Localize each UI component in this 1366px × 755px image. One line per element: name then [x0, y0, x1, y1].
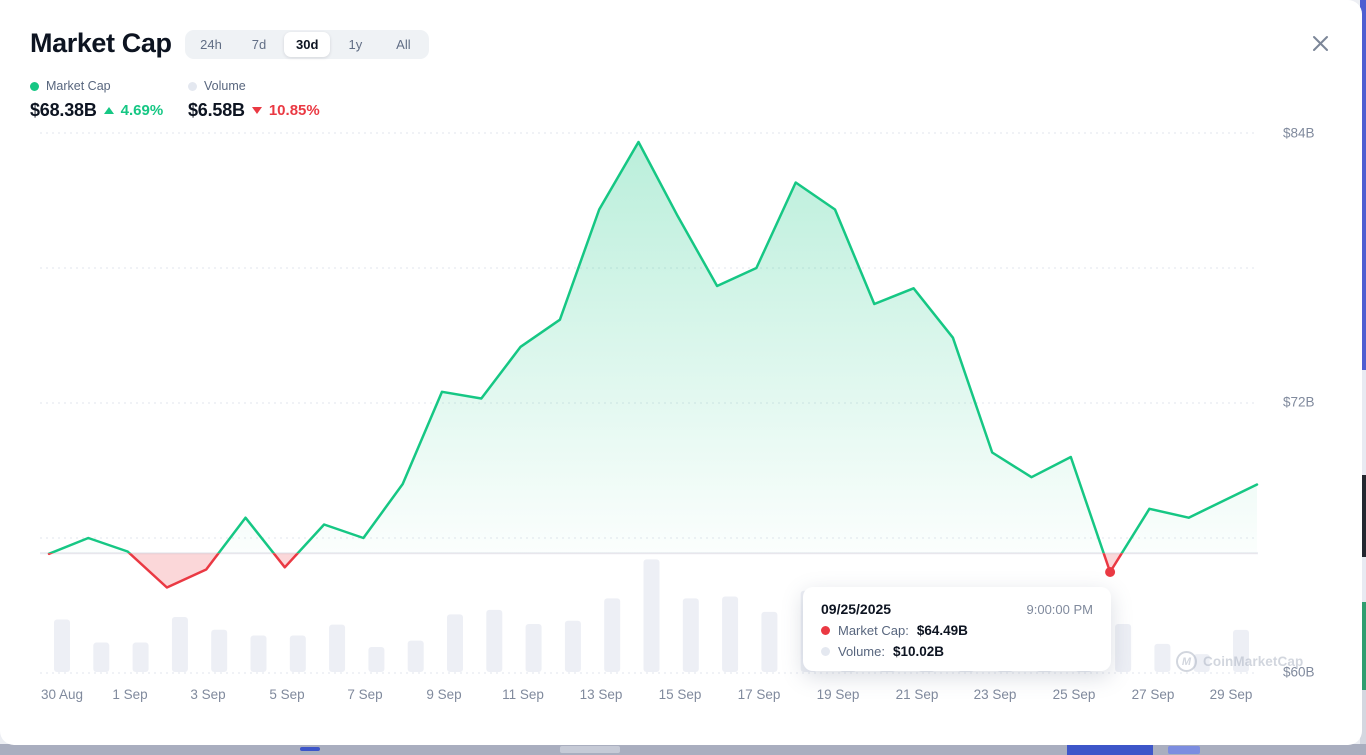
tooltip-time: 9:00:00 PM [1026, 602, 1094, 617]
x-axis-label: 7 Sep [347, 687, 383, 702]
coinmarketcap-logo-icon: M [1176, 651, 1197, 672]
hovered-point-marker[interactable] [1105, 566, 1116, 577]
market-cap-change: 4.69% [120, 102, 164, 119]
market-cap-value: $68.38B [30, 100, 97, 120]
time-range-tabs: 24h 7d 30d 1y All [185, 30, 430, 59]
background-new-badge-fragment [1168, 746, 1200, 754]
background-page-bottom-edge [0, 744, 1366, 755]
tooltip-volume-label: Volume: [838, 644, 885, 659]
chart-tooltip: 09/25/2025 9:00:00 PM Market Cap: $64.49… [803, 587, 1111, 671]
x-axis-label: 1 Sep [112, 687, 148, 702]
up-arrow-icon [103, 107, 114, 114]
tab-7d[interactable]: 7d [251, 37, 267, 52]
x-axis-label: 25 Sep [1052, 687, 1096, 702]
market-cap-legend-dot-icon [30, 81, 39, 91]
watermark-text: CoinMarketCap [1203, 654, 1304, 669]
x-axis-label: 23 Sep [973, 687, 1017, 702]
background-text-fragment [560, 746, 620, 753]
tab-all[interactable]: All [396, 37, 411, 52]
x-axis-label: 17 Sep [737, 687, 781, 702]
tab-24h[interactable]: 24h [200, 37, 222, 52]
down-arrow-icon [251, 107, 262, 114]
volume-legend-dot-icon [188, 81, 197, 91]
x-axis-label: 30 Aug [40, 687, 84, 702]
page-title: Market Cap [30, 28, 172, 58]
x-axis-label: 19 Sep [816, 687, 860, 702]
volume-value: $6.58B [188, 100, 245, 120]
tab-30d[interactable]: 30d [284, 32, 331, 57]
volume-legend-label: Volume [204, 79, 246, 93]
y-axis-label-60b: $60B [1283, 664, 1315, 680]
x-axis-label: 15 Sep [658, 687, 702, 702]
tab-1y[interactable]: 1y [348, 37, 363, 52]
x-axis-label: 27 Sep [1131, 687, 1175, 702]
x-axis-label: 29 Sep [1209, 687, 1253, 702]
close-button[interactable] [1306, 29, 1334, 57]
tooltip-volume-dot-icon [821, 647, 830, 656]
x-axis-label: 11 Sep [502, 687, 544, 702]
close-icon [1312, 35, 1328, 51]
legend-market-cap[interactable]: Market Cap $68.38B 4.69% [30, 78, 163, 121]
background-page-right-edge [1360, 0, 1366, 755]
y-axis-label-72b: $72B [1283, 394, 1315, 410]
tooltip-volume-value: $10.02B [892, 644, 945, 659]
x-axis-label: 9 Sep [426, 687, 462, 702]
y-axis-label-84b: $84B [1283, 125, 1315, 141]
tooltip-date: 09/25/2025 [821, 601, 892, 617]
tooltip-market-cap-dot-icon [821, 626, 830, 635]
watermark: M CoinMarketCap [1176, 651, 1303, 672]
legend-volume[interactable]: Volume $6.58B 10.85% [188, 78, 320, 121]
tooltip-market-cap-value: $64.49B [916, 623, 968, 638]
x-axis-label: 13 Sep [579, 687, 623, 702]
x-axis-label: 5 Sep [269, 687, 305, 702]
x-axis-label: 3 Sep [190, 687, 226, 702]
x-axis-label: 21 Sep [895, 687, 939, 702]
volume-change: 10.85% [268, 102, 320, 119]
market-cap-legend-label: Market Cap [46, 79, 111, 93]
background-blue-fragment [300, 747, 320, 751]
background-blue-button-fragment [1067, 745, 1153, 755]
tooltip-market-cap-label: Market Cap: [838, 623, 909, 638]
